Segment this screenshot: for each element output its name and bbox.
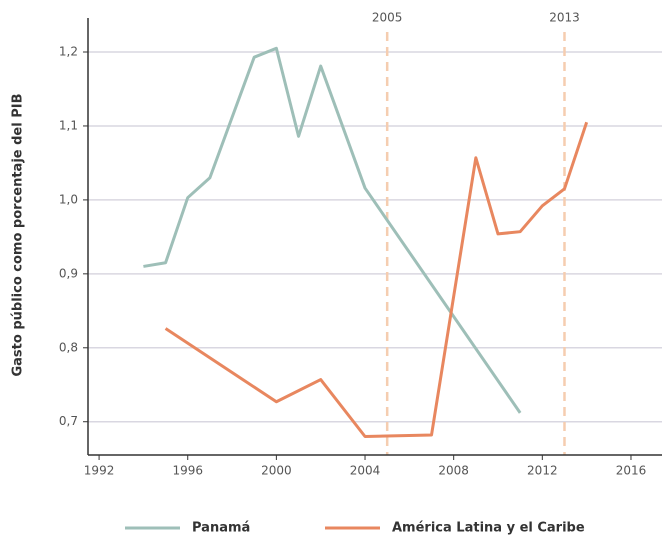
y-tick-label: 0,8 — [59, 340, 78, 354]
series-line — [143, 46, 522, 414]
legend-label: Panamá — [192, 521, 250, 536]
reference-label: 2013 — [549, 11, 580, 25]
y-tick-label: 1,2 — [59, 45, 78, 59]
x-tick-label: 2016 — [616, 464, 647, 478]
legend-label: América Latina y el Caribe — [392, 521, 585, 536]
x-tick-label: 1996 — [172, 464, 203, 478]
series-line — [164, 121, 589, 439]
y-tick-label: 0,9 — [59, 266, 78, 280]
y-tick-label: 1,0 — [59, 192, 78, 206]
x-tick-label: 2008 — [438, 464, 469, 478]
reference-label: 2005 — [372, 11, 403, 25]
y-tick-label: 0,7 — [59, 414, 78, 428]
y-axis-label: Gasto público como porcentaje del PIB — [11, 93, 26, 376]
x-tick-label: 2012 — [527, 464, 558, 478]
x-tick-label: 1992 — [84, 464, 115, 478]
x-tick-label: 2004 — [350, 464, 381, 478]
y-tick-label: 1,1 — [59, 118, 78, 132]
x-tick-label: 2000 — [261, 464, 292, 478]
